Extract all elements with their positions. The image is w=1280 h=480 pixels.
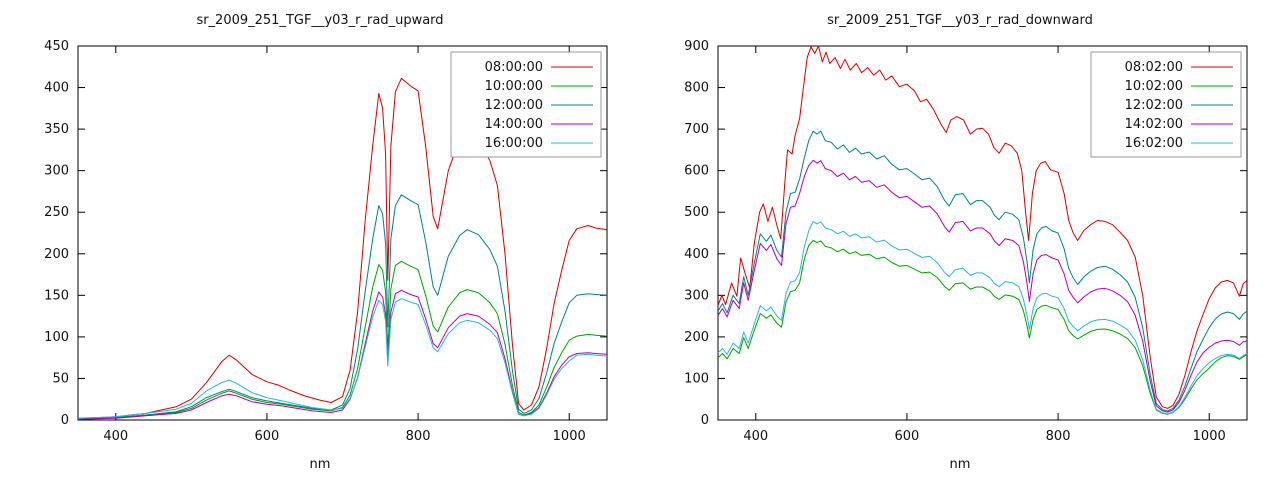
- y-tick-label: 700: [684, 122, 709, 137]
- legend-entry-label: 10:02:00: [1125, 79, 1183, 94]
- y-tick-label: 0: [61, 413, 69, 428]
- legend-entry-label: 10:00:00: [485, 79, 543, 94]
- y-tick-label: 300: [44, 164, 69, 179]
- x-tick-label: 600: [255, 429, 280, 444]
- x-axis-label-upward: nm: [309, 457, 331, 472]
- legend-entry-label: 16:02:00: [1125, 136, 1183, 151]
- x-tick-label: 400: [743, 429, 768, 444]
- y-tick-label: 450: [44, 39, 69, 54]
- legend-entry-label: 14:00:00: [485, 117, 543, 132]
- series-line-08:02:00: [717, 45, 1248, 409]
- y-tick-label: 400: [684, 247, 709, 262]
- y-tick-label: 200: [684, 330, 709, 345]
- x-tick-label: 1000: [1193, 429, 1226, 444]
- x-tick-label: 400: [103, 429, 128, 444]
- chart-canvas-downward: 400 600 800 1000 0 100 200 300 400 500 600 700 800 90…: [684, 39, 1248, 444]
- chart-canvas-upward: 400 600 800 1000 0 50 100 150 200 250 300 350 400 450…: [44, 39, 608, 444]
- x-tick-label: 800: [406, 429, 431, 444]
- y-tick-label: 100: [44, 330, 69, 345]
- chart-title-downward: sr_2009_251_TGF__y03_r_rad_downward: [827, 13, 1093, 28]
- series-line-16:02:00: [717, 220, 1248, 415]
- chart-title-upward: sr_2009_251_TGF__y03_r_rad_upward: [196, 13, 444, 28]
- x-axis-label-downward: nm: [949, 457, 971, 472]
- y-tick-label: 0: [701, 413, 709, 428]
- y-tick-label: 50: [52, 371, 69, 386]
- y-tick-label: 900: [684, 39, 709, 54]
- y-tick-label: 500: [684, 205, 709, 220]
- legend-entry-label: 16:00:00: [485, 136, 543, 151]
- series-line-12:00:00: [77, 194, 608, 419]
- series-line-10:00:00: [77, 260, 608, 420]
- plot-border: [77, 45, 608, 421]
- plot-border: [717, 45, 1248, 421]
- legend-entry-label: 14:02:00: [1125, 117, 1183, 132]
- y-tick-label: 350: [44, 122, 69, 137]
- y-tick-label: 100: [684, 371, 709, 386]
- x-tick-label: 1000: [553, 429, 586, 444]
- y-tick-label: 250: [44, 205, 69, 220]
- series-line-12:02:00: [717, 130, 1248, 412]
- series-line-14:02:00: [717, 159, 1248, 413]
- series-line-08:00:00: [77, 77, 608, 419]
- chart-panel-downward: sr_2009_251_TGF__y03_r_rad_downward 400 6…: [640, 0, 1280, 480]
- legend-entry-label: 08:02:00: [1125, 60, 1183, 75]
- y-tick-label: 400: [44, 81, 69, 96]
- y-tick-label: 600: [684, 164, 709, 179]
- y-tick-label: 800: [684, 81, 709, 96]
- x-tick-label: 800: [1046, 429, 1071, 444]
- legend-entry-label: 12:00:00: [485, 98, 543, 113]
- legend-entry-label: 08:00:00: [485, 60, 543, 75]
- series-line-16:00:00: [77, 298, 608, 419]
- y-tick-label: 150: [44, 288, 69, 303]
- series-line-10:02:00: [717, 240, 1248, 415]
- series-line-14:00:00: [77, 289, 608, 420]
- y-tick-label: 300: [684, 288, 709, 303]
- x-tick-label: 600: [895, 429, 920, 444]
- chart-panel-upward: sr_2009_251_TGF__y03_r_rad_upward 400 600…: [44, 13, 608, 472]
- legend-entry-label: 12:02:00: [1125, 98, 1183, 113]
- y-tick-label: 200: [44, 247, 69, 262]
